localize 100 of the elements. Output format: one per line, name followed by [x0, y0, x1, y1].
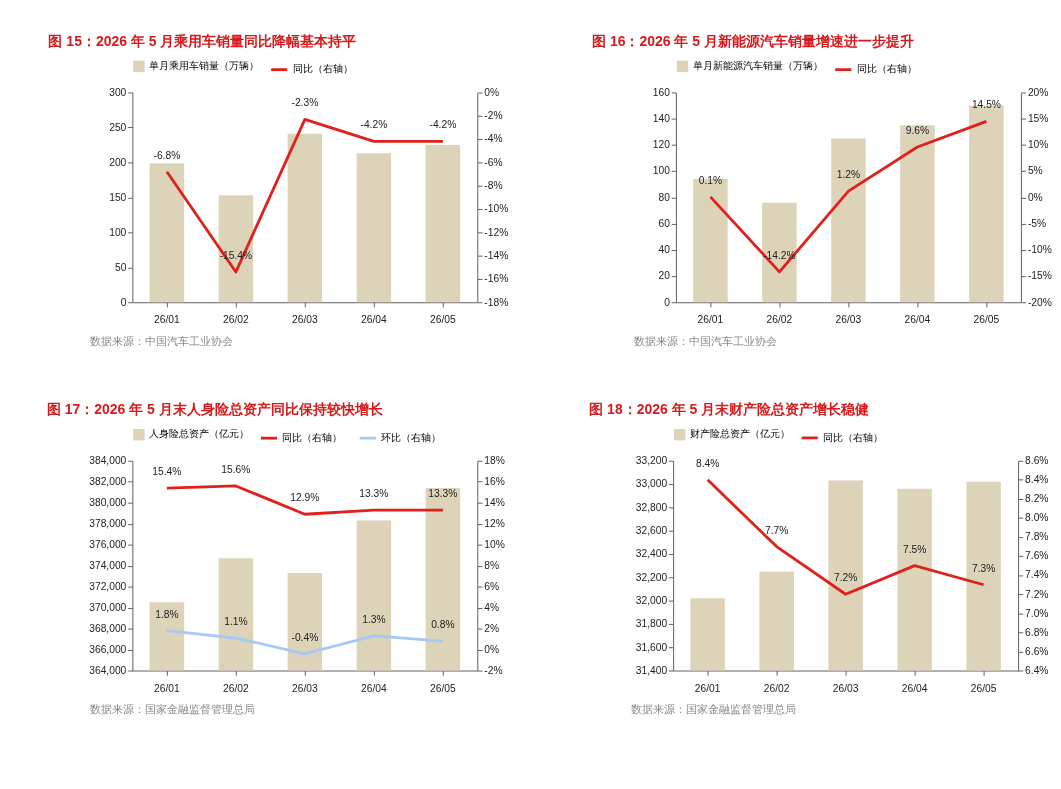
y2-tick-label: 16% [484, 476, 505, 488]
data-label: 7.7% [764, 524, 789, 536]
y2-tick-label: 6.6% [1025, 645, 1049, 657]
data-label: 0.1% [698, 174, 723, 186]
source-note: 数据来源：国家金融监督管理总局 [90, 703, 256, 716]
x-tick-label: 26/01 [154, 314, 181, 326]
y2-tick-label: 10% [1027, 139, 1049, 151]
chart-title: 图 18：2026 年 5 月末财产险总资产增长稳健 [589, 401, 870, 418]
y-tick-label: 366,000 [89, 643, 127, 655]
x-tick-label: 26/03 [835, 314, 862, 326]
y-tick-label: 31,800 [635, 618, 668, 630]
data-label: 1.3% [362, 613, 386, 625]
data-label: 1.8% [155, 608, 179, 620]
legend-label: 环比（右轴） [381, 431, 442, 443]
y2-tick-label: 8% [484, 559, 500, 571]
line-series [165, 629, 445, 656]
y-tick-label: 300 [109, 86, 127, 98]
y2-tick-label: -4% [484, 133, 503, 145]
y-tick-label: 0 [120, 296, 127, 308]
data-label: 13.3% [359, 488, 389, 500]
data-label: 7.3% [971, 562, 996, 574]
y-tick-label: 368,000 [89, 622, 127, 634]
y2-tick-label: -8% [484, 180, 503, 191]
legend-label: 单月新能源汽车销量（万辆） [692, 60, 823, 72]
y-tick-label: 32,400 [635, 548, 668, 560]
y2-tick-label: -2% [484, 110, 503, 122]
chart-title: 图 17：2026 年 5 月末人身险总资产同比保持较快增长 [46, 401, 384, 418]
data-label: -4.2% [429, 119, 457, 131]
bar [356, 153, 392, 303]
legend-label: 单月乘用车销量（万辆） [149, 60, 260, 72]
data-label: 1.2% [836, 169, 861, 181]
y-tick-label: 31,600 [635, 641, 668, 653]
data-label: 13.3% [428, 488, 458, 500]
y-tick-label: 33,000 [635, 478, 668, 490]
y2-tick-label: 6.4% [1025, 664, 1049, 676]
x-tick-label: 26/02 [763, 682, 790, 694]
y-tick-label: 380,000 [89, 496, 127, 508]
y2-tick-label: -15% [1027, 270, 1052, 282]
y2-tick-label: 8.0% [1025, 512, 1049, 524]
data-label: 12.9% [290, 492, 320, 504]
data-label: -2.3% [291, 97, 319, 109]
y2-tick-label: 15% [1027, 112, 1049, 124]
data-label: -0.4% [291, 631, 319, 643]
data-label: -6.8% [153, 149, 181, 161]
chart-title: 图 15：2026 年 5 月乘用车销量同比降幅基本持平 [48, 32, 357, 49]
x-tick-label: 26/02 [766, 314, 793, 326]
y2-tick-label: -12% [484, 226, 509, 238]
y-tick-label: 33,200 [635, 455, 668, 467]
y2-tick-label: 0% [484, 643, 500, 655]
y2-tick-label: 7.8% [1025, 531, 1049, 543]
y-tick-label: 32,200 [635, 571, 668, 583]
y-tick-label: 378,000 [89, 517, 127, 529]
x-tick-label: 26/04 [901, 682, 928, 694]
x-tick-label: 26/04 [361, 314, 387, 326]
y2-tick-label: -18% [484, 296, 509, 308]
legend-label: 同比（右轴） [856, 63, 917, 75]
data-label: 0.8% [431, 619, 455, 631]
data-label: 15.6% [221, 463, 251, 475]
x-tick-label: 26/05 [430, 314, 456, 326]
y-tick-label: 140 [652, 112, 671, 124]
y-tick-label: 0 [664, 296, 671, 308]
y2-tick-label: 0% [1027, 191, 1043, 203]
x-tick-label: 26/02 [223, 314, 249, 326]
y-tick-label: 60 [658, 217, 671, 229]
bar [831, 138, 866, 303]
y2-tick-label: 5% [1027, 165, 1043, 177]
y-tick-label: 32,800 [635, 501, 668, 513]
y-tick-label: 382,000 [89, 476, 127, 488]
bar [287, 133, 323, 303]
y-tick-label: 250 [109, 121, 127, 133]
x-tick-label: 26/05 [970, 682, 997, 694]
x-tick-label: 26/03 [292, 314, 318, 326]
y2-tick-label: 7.6% [1025, 550, 1049, 562]
y2-tick-label: -5% [1027, 217, 1047, 229]
y-tick-label: 150 [109, 191, 127, 203]
y-tick-label: 80 [658, 191, 671, 203]
chart-title: 图 16：2026 年 5 月新能源汽车销量增速进一步提升 [592, 32, 914, 49]
y2-tick-label: 2% [484, 622, 500, 634]
source-note: 数据来源：中国汽车工业协会 [633, 335, 777, 348]
y2-tick-label: 4% [484, 601, 500, 613]
x-tick-label: 26/05 [430, 682, 456, 694]
x-tick-label: 26/03 [292, 682, 318, 694]
x-tick-label: 26/04 [361, 682, 387, 694]
bar [762, 202, 797, 303]
source-note: 数据来源：国家金融监督管理总局 [631, 703, 797, 716]
y2-tick-label: 0% [484, 86, 500, 98]
y-tick-label: 50 [114, 261, 127, 273]
legend-label: 同比（右轴） [292, 63, 353, 75]
data-label: 1.1% [224, 615, 248, 627]
y2-tick-label: 8.6% [1025, 455, 1049, 467]
source-note: 数据来源：中国汽车工业协会 [90, 335, 234, 348]
y2-tick-label: 8.2% [1025, 493, 1049, 505]
x-tick-label: 26/03 [832, 682, 859, 694]
y2-tick-label: 8.4% [1025, 474, 1049, 486]
x-tick-label: 26/01 [697, 314, 724, 326]
y-tick-label: 376,000 [89, 538, 127, 550]
y-tick-label: 40 [658, 244, 671, 256]
y2-tick-label: 14% [484, 496, 505, 508]
data-label: 7.5% [902, 543, 927, 555]
bar [149, 163, 185, 303]
